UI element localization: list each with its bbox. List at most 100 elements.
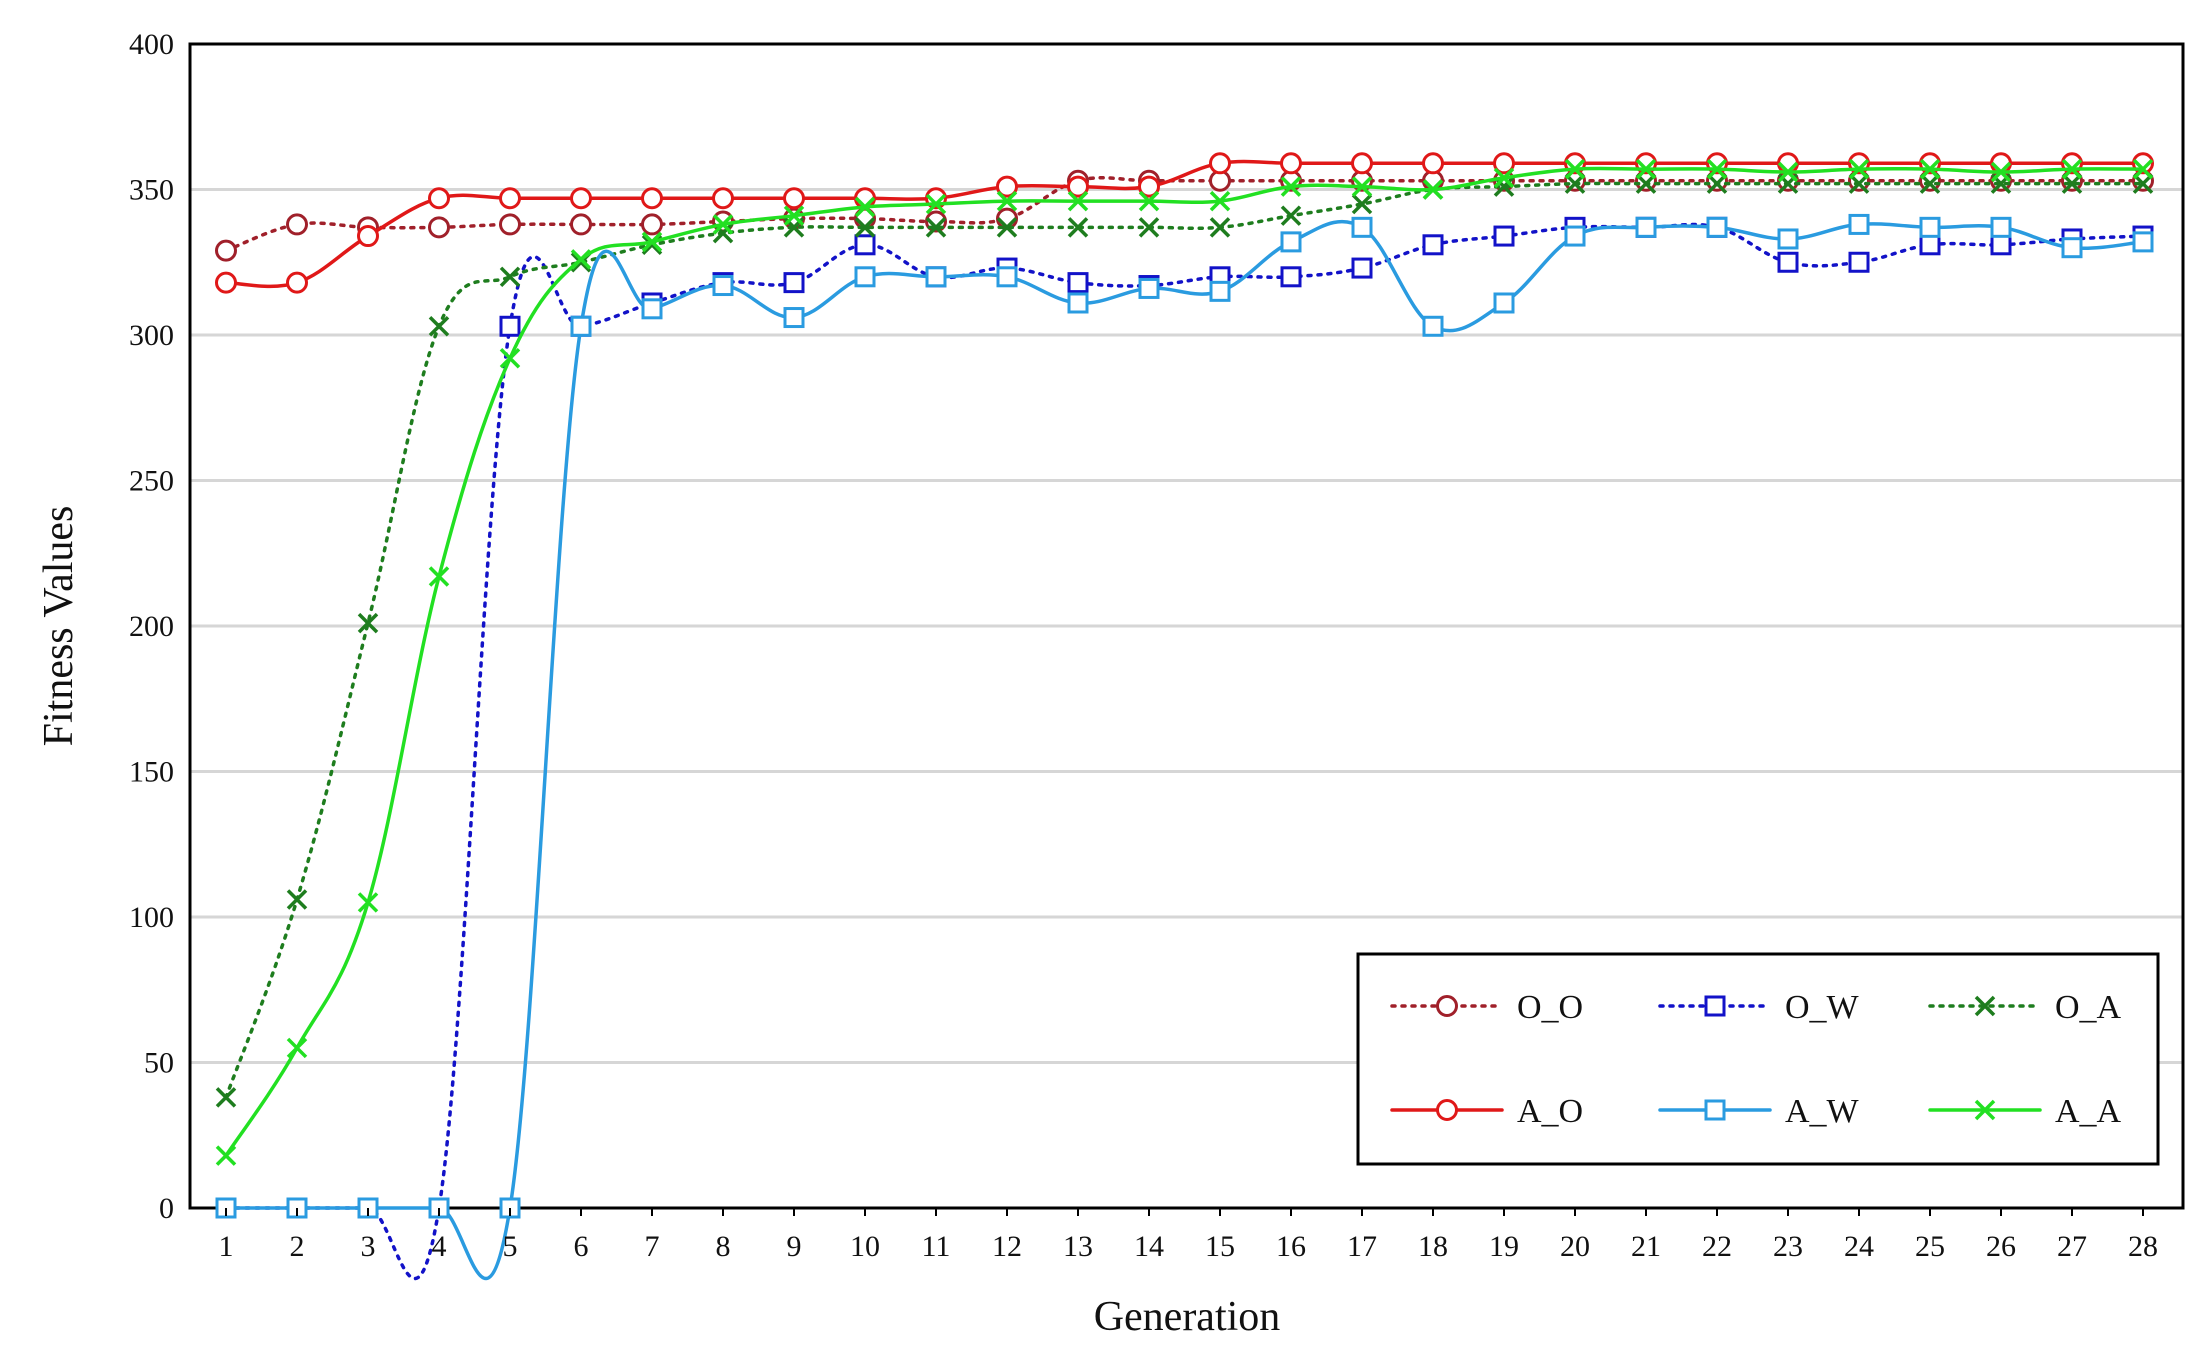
- data-point: [499, 213, 521, 236]
- x-tick-label: 8: [716, 1230, 731, 1263]
- legend-label: O_W: [1785, 989, 1860, 1026]
- legend-label: A_W: [1785, 1093, 1860, 1130]
- data-point: [570, 315, 592, 337]
- data-point: [570, 213, 592, 236]
- y-tick-label: 0: [159, 1192, 174, 1225]
- legend-label: O_A: [2055, 989, 2122, 1026]
- data-point: [854, 196, 876, 218]
- data-point: [712, 214, 734, 235]
- legend-item: A_O: [1390, 1093, 1583, 1130]
- series-line: [224, 175, 2145, 253]
- data-point: [499, 348, 521, 369]
- data-point: [286, 889, 308, 910]
- data-point: [1422, 179, 1444, 200]
- legend-marker: [1974, 1099, 1996, 1121]
- data-point: [996, 266, 1018, 288]
- data-point: [1209, 280, 1231, 302]
- x-tick-label: 24: [1844, 1230, 1874, 1263]
- data-point: [1706, 216, 1728, 238]
- x-tick-label: 12: [992, 1230, 1022, 1263]
- data-point: [1280, 176, 1302, 197]
- data-point: [1280, 152, 1302, 175]
- data-point: [1351, 216, 1373, 238]
- data-point: [428, 316, 450, 337]
- data-point: [215, 271, 237, 294]
- x-tick-label: 26: [1986, 1230, 2016, 1263]
- data-point: [1280, 266, 1302, 288]
- x-tick-label: 1: [219, 1230, 234, 1263]
- x-tick-label: 20: [1560, 1230, 1590, 1263]
- data-point: [499, 266, 521, 288]
- data-point: [1493, 176, 1515, 197]
- data-point: [1777, 228, 1799, 250]
- data-point: [783, 187, 805, 210]
- series-a-o: [215, 152, 2154, 294]
- data-point: [2061, 158, 2083, 180]
- data-point: [215, 1145, 237, 1166]
- data-point: [712, 187, 734, 210]
- gridlines: [190, 188, 2183, 1064]
- data-point: [286, 271, 308, 294]
- legend-item: O_W: [1658, 989, 1860, 1026]
- data-point: [1493, 225, 1515, 247]
- data-point: [854, 266, 876, 288]
- y-tick-label: 200: [129, 610, 174, 643]
- data-point: [2132, 158, 2154, 180]
- data-point: [286, 1037, 308, 1059]
- series-line: [224, 222, 2145, 1281]
- data-point: [1635, 173, 1657, 194]
- data-point: [1351, 193, 1373, 215]
- data-point: [641, 213, 663, 236]
- legend: O_O O_W O_A A_O A_W A_A: [1356, 952, 2160, 1166]
- data-point: [2132, 173, 2154, 194]
- x-tick-label: 4: [432, 1230, 447, 1263]
- x-tick-label: 21: [1631, 1230, 1661, 1263]
- x-axis-ticks: 1 2 3 4 5 6 7 8 9 10 11 12 13 14 15 16 17 18 19 20 21 22 23 24 2…: [219, 1208, 2158, 1263]
- y-tick-label: 350: [129, 174, 174, 207]
- data-point: [1067, 175, 1089, 198]
- data-point: [1848, 251, 1870, 273]
- data-point: [1990, 234, 2012, 256]
- x-axis-title: Generation: [1094, 1294, 1281, 1340]
- data-point: [1706, 173, 1728, 194]
- y-tick-label: 250: [129, 465, 174, 498]
- data-point: [1351, 257, 1373, 279]
- data-point: [570, 249, 592, 270]
- data-point: [2132, 231, 2154, 253]
- x-tick-label: 15: [1205, 1230, 1235, 1263]
- data-point: [570, 187, 592, 210]
- y-tick-label: 300: [129, 319, 174, 352]
- y-tick-label: 400: [129, 28, 174, 61]
- legend-label: A_O: [1517, 1093, 1583, 1130]
- data-point: [1990, 216, 2012, 238]
- data-point: [357, 225, 379, 248]
- data-point: [783, 205, 805, 226]
- data-point: [996, 175, 1018, 198]
- data-point: [1564, 158, 1586, 180]
- x-tick-label: 11: [922, 1230, 951, 1263]
- legend-item: O_A: [1928, 989, 2122, 1026]
- x-tick-label: 14: [1134, 1230, 1164, 1263]
- legend-frame: [1356, 952, 2160, 1166]
- data-point: [1919, 234, 1941, 256]
- data-point: [428, 216, 450, 239]
- data-point: [641, 187, 663, 210]
- x-tick-label: 27: [2057, 1230, 2087, 1263]
- data-point: [641, 298, 663, 320]
- x-tick-label: 13: [1063, 1230, 1093, 1263]
- legend-label: O_O: [1517, 989, 1583, 1026]
- data-point: [925, 217, 947, 238]
- data-point: [215, 1087, 237, 1108]
- data-point: [1919, 216, 1941, 238]
- legend-item: A_A: [1928, 1093, 2122, 1130]
- data-point: [996, 190, 1018, 212]
- x-tick-label: 3: [361, 1230, 376, 1263]
- data-point: [357, 892, 379, 913]
- data-point: [1422, 234, 1444, 256]
- legend-marker: [1704, 995, 1726, 1017]
- data-point: [428, 187, 450, 210]
- data-point: [1706, 158, 1728, 180]
- data-point: [1919, 158, 1941, 180]
- x-tick-label: 28: [2128, 1230, 2158, 1263]
- data-point: [1209, 152, 1231, 175]
